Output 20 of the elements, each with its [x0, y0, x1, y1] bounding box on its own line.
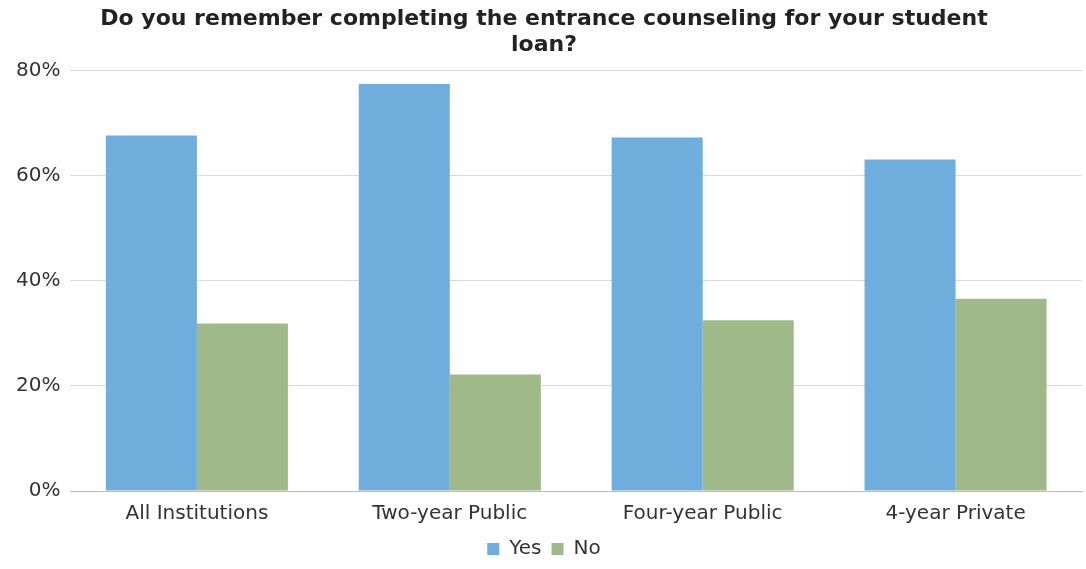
y-tick-label: 60%: [16, 162, 61, 187]
x-tick-label: All Institutions: [125, 500, 269, 525]
bar: [864, 159, 956, 491]
bar: [449, 374, 541, 491]
x-tick-label: 4-year Private: [885, 500, 1026, 525]
legend-label: No: [573, 535, 601, 560]
x-tick-label: Four-year Public: [622, 500, 783, 525]
y-tick-label: 20%: [16, 372, 61, 397]
legend-label: Yes: [508, 535, 542, 560]
y-tick-label: 80%: [16, 57, 61, 81]
bar: [611, 137, 703, 491]
x-tick-label: Two-year Public: [371, 500, 528, 525]
y-tick-label: 0%: [28, 477, 61, 502]
bar: [955, 298, 1047, 491]
chart-title: Do you remember completing the entrance counseling for your student loan?: [100, 4, 989, 57]
bar: [105, 135, 197, 491]
y-tick-label: 40%: [16, 267, 61, 292]
bar: [196, 323, 288, 491]
bar: [702, 320, 794, 491]
bar: [358, 83, 450, 491]
